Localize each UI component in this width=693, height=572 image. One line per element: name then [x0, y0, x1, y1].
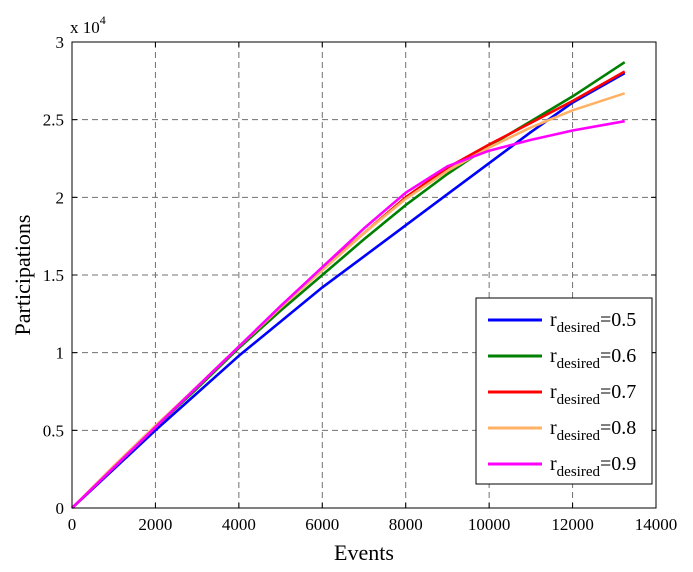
legend-entry-label: rdesired=0.9	[550, 453, 636, 480]
series-line-1	[71, 71, 626, 509]
y-exponent-base: x 10	[70, 18, 100, 37]
y-exponent-power: 4	[100, 13, 106, 27]
legend: rdesired=0.5 rdesired=0.6 rdesired=0.7 rdes…	[475, 297, 653, 485]
x-tick-label: 2000	[138, 515, 172, 534]
legend-entry-label: rdesired=0.7	[550, 381, 636, 408]
ticks-layer: 0 2000 4000 6000 8000 10000 12000 14000 0 0.5 1 1.5…	[43, 33, 678, 534]
y-tick-label: 1	[56, 344, 65, 363]
y-tick-label: 3	[56, 33, 65, 52]
series-layer	[71, 61, 626, 509]
y-tick-label: 1.5	[43, 266, 64, 285]
x-tick-label: 10000	[468, 515, 511, 534]
y-tick-label: 0.5	[43, 421, 64, 440]
series-line-5	[71, 119, 625, 509]
x-axis-label: Events	[334, 540, 394, 565]
x-tick-label: 6000	[305, 515, 339, 534]
y-axis-exponent-label: x 104	[70, 13, 106, 37]
x-tick-label: 8000	[389, 515, 423, 534]
x-tick-label: 14000	[635, 515, 678, 534]
x-tick-label: 0	[68, 515, 77, 534]
y-tick-label: 2.5	[43, 111, 64, 130]
y-axis-label: Participations	[10, 215, 35, 336]
y-tick-label: 2	[56, 188, 65, 207]
legend-entry-label: rdesired=0.5	[550, 309, 636, 336]
x-tick-label: 12000	[551, 515, 594, 534]
y-tick-label: 0	[56, 499, 65, 518]
legend-entry-label: rdesired=0.8	[550, 417, 636, 444]
legend-entry-label: rdesired=0.6	[550, 345, 636, 372]
x-tick-label: 4000	[222, 515, 256, 534]
